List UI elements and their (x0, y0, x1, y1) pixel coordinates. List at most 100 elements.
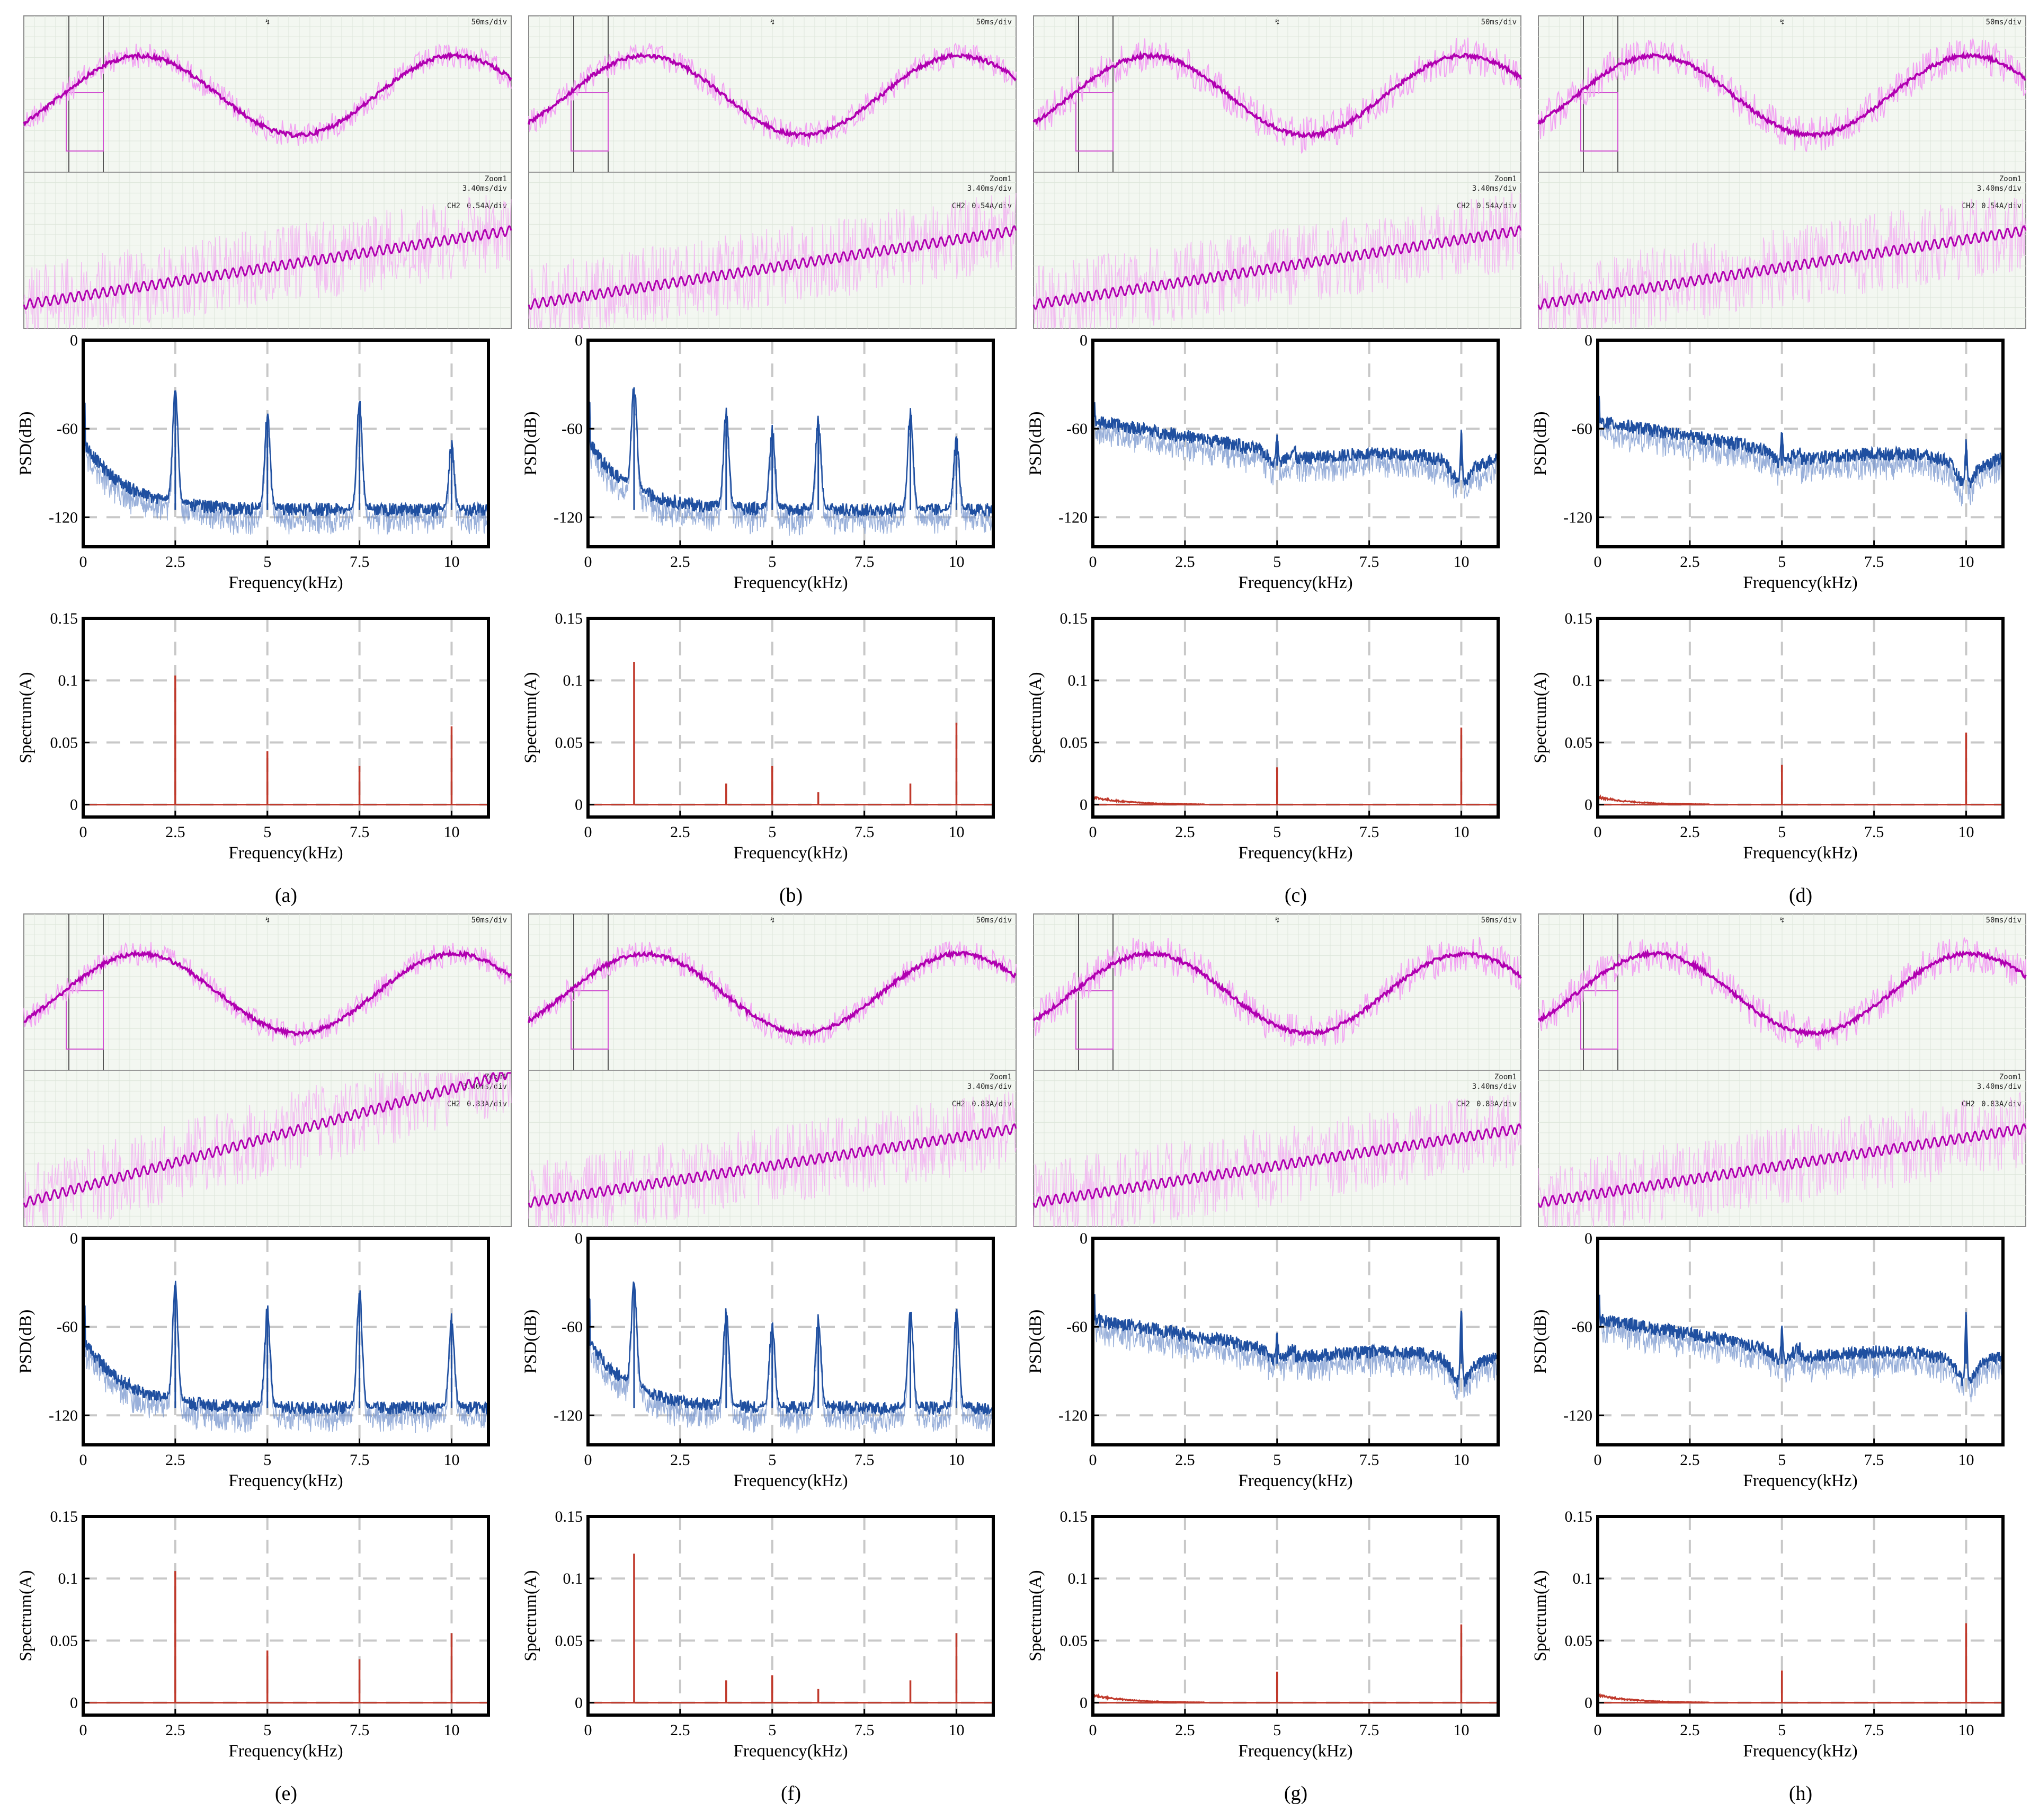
spectrum-plot: 0 2.5 5 7.5 10 0 0.05 0.1 0.15 Frequency(kHz) Spec… (1026, 1508, 1500, 1761)
x-axis-title: Frequency(kHz) (1743, 573, 1857, 592)
x-axis-title: Frequency(kHz) (1743, 1471, 1857, 1490)
x-tick-label: 0 (1594, 823, 1602, 841)
trigger-icon: ↯ (265, 916, 270, 925)
y-tick-label: 0 (1584, 796, 1592, 814)
channel-scale: 0.83A/div (972, 1100, 1012, 1108)
y-axis-title: Spectrum(A) (16, 1570, 35, 1661)
x-tick-label: 7.5 (350, 1451, 370, 1469)
y-tick-label: -120 (49, 509, 78, 526)
x-tick-label: 5 (768, 553, 776, 571)
y-tick-label: 0.15 (555, 610, 583, 627)
x-tick-label: 7.5 (1359, 1451, 1379, 1469)
x-tick-label: 0 (79, 823, 87, 841)
zoom-trace (528, 225, 1017, 310)
spectrum-spread-floor (1092, 1693, 1205, 1703)
x-axis-title: Frequency(kHz) (228, 1742, 343, 1761)
zoom-timebase: 3.40ms/div (462, 184, 507, 193)
zoom-trace (1032, 1123, 1522, 1208)
y-tick-label: -60 (1066, 420, 1088, 438)
x-tick-label: 10 (1958, 553, 1974, 571)
y-tick-label: 0.05 (50, 734, 78, 751)
x-axis-title: Frequency(kHz) (733, 1471, 848, 1490)
psd-noise-floor (587, 1287, 994, 1434)
x-tick-label: 0 (79, 553, 87, 571)
current-trace (1032, 50, 1522, 139)
psd-noise-floor (83, 401, 489, 535)
x-tick-label: 5 (263, 1721, 271, 1739)
current-trace (528, 51, 1017, 140)
x-tick-label: 2.5 (165, 1451, 185, 1469)
y-tick-label: 0 (70, 332, 78, 349)
spectrum-plot: 0 2.5 5 7.5 10 0 0.05 0.1 0.15 Frequency(kHz) Spec… (1531, 610, 2005, 863)
zoom-trace (528, 1123, 1017, 1208)
x-tick-label: 7.5 (1864, 553, 1884, 571)
channel-tag: CH2 (1457, 202, 1470, 210)
x-tick-label: 2.5 (1175, 553, 1195, 571)
x-tick-label: 0 (584, 1451, 592, 1469)
x-tick-label: 2.5 (670, 1721, 690, 1739)
y-tick-label: 0.05 (1565, 1632, 1593, 1649)
x-tick-label: 7.5 (1359, 553, 1379, 571)
y-axis-title: Spectrum(A) (1026, 1570, 1045, 1661)
panel-label: (f) (781, 1782, 801, 1805)
x-tick-label: 5 (263, 823, 271, 841)
y-axis-title: PSD(dB) (1531, 411, 1550, 475)
zoom-timebase: 3.40ms/div (967, 1082, 1012, 1091)
x-tick-label: 10 (1958, 823, 1974, 841)
panel-label: (h) (1789, 1782, 1812, 1805)
y-axis-title: PSD(dB) (521, 1309, 540, 1373)
psd-series (1597, 395, 2004, 489)
x-tick-label: 10 (1453, 1721, 1469, 1739)
psd-plot: 0 2.5 5 7.5 10 0 -60 -120 Frequency(kHz) PSD(dB) (521, 1230, 995, 1490)
y-tick-label: 0 (1080, 1230, 1088, 1247)
plot-frame (1596, 617, 2005, 819)
plot-frame (586, 1237, 995, 1446)
psd-series (1092, 1294, 1499, 1388)
y-tick-label: 0.05 (50, 1632, 78, 1649)
psd-plot: 0 2.5 5 7.5 10 0 -60 -120 Frequency(kHz) PSD(dB) (1026, 332, 1500, 592)
x-tick-label: 10 (948, 553, 964, 571)
zoom-trace-raw (23, 1072, 512, 1227)
x-tick-label: 5 (1273, 553, 1281, 571)
x-tick-label: 10 (1453, 823, 1469, 841)
x-tick-label: 5 (263, 553, 271, 571)
zoom-trace (23, 225, 512, 310)
zoom-label: Zoom1 (1494, 175, 1517, 183)
zoom-label: Zoom1 (1494, 1073, 1517, 1081)
y-tick-label: 0.15 (555, 1508, 583, 1525)
x-tick-label: 10 (443, 1451, 459, 1469)
x-tick-label: 5 (1273, 1451, 1281, 1469)
zoom-trace-raw (1538, 1091, 2026, 1228)
psd-series (82, 390, 489, 519)
y-tick-label: 0 (70, 1230, 78, 1247)
x-tick-label: 7.5 (350, 553, 370, 571)
plot-frame (82, 339, 490, 548)
zoom-trace-raw (528, 1091, 1017, 1227)
panel-label: (g) (1284, 1782, 1307, 1805)
current-trace (1537, 948, 2027, 1038)
x-tick-label: 5 (1273, 823, 1281, 841)
x-axis-title: Frequency(kHz) (228, 573, 343, 592)
x-tick-label: 2.5 (165, 823, 185, 841)
y-tick-label: 0.1 (1068, 672, 1088, 689)
panel-label: (c) (1285, 884, 1307, 907)
panel-label: (b) (779, 884, 803, 907)
y-tick-label: 0 (70, 1694, 78, 1712)
zoom-trace-raw (23, 195, 512, 330)
x-tick-label: 10 (1958, 1721, 1974, 1739)
plot-frame (1596, 339, 2005, 548)
channel-tag: CH2 (447, 1100, 460, 1108)
x-tick-label: 7.5 (1359, 823, 1379, 841)
zoom-window-box (1075, 92, 1114, 152)
x-tick-label: 10 (948, 1721, 964, 1739)
x-tick-label: 7.5 (1864, 1721, 1884, 1739)
x-tick-label: 2.5 (1175, 823, 1195, 841)
x-tick-label: 5 (768, 1451, 776, 1469)
